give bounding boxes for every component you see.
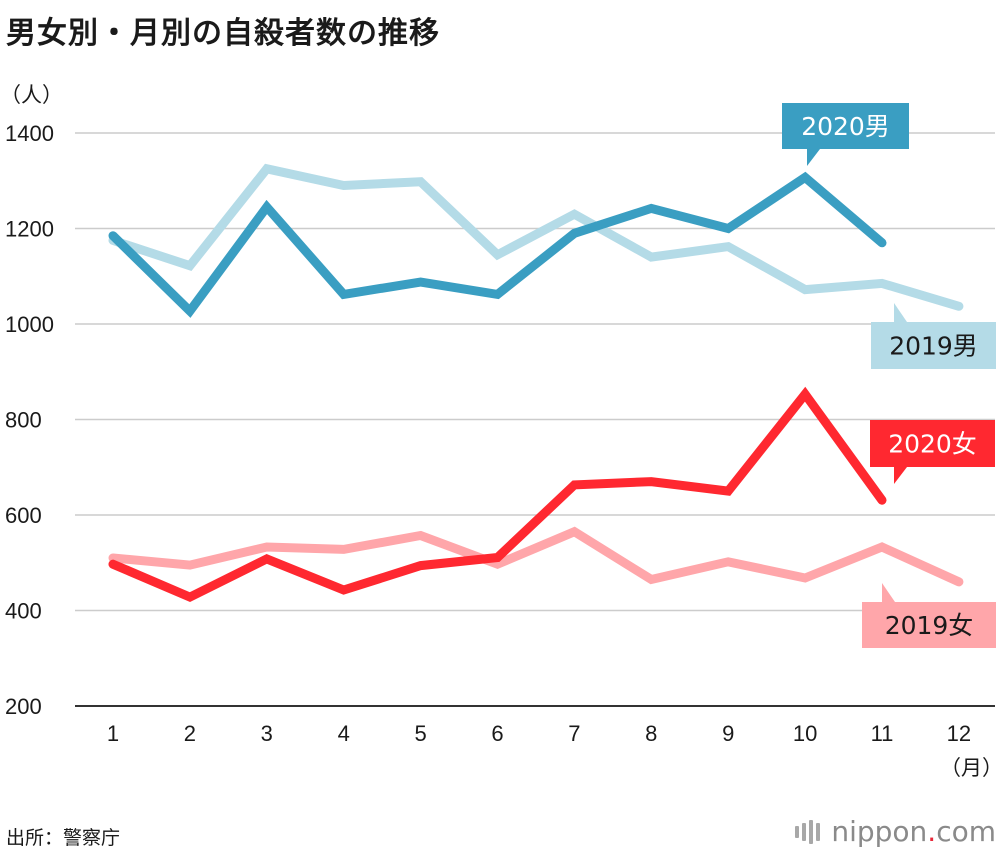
x-tick-label: 3: [261, 721, 273, 746]
y-tick-label: 1200: [5, 217, 54, 242]
chart-title: 男女別・月別の自殺者数の推移: [6, 16, 440, 51]
legend-callout-2019女: 2019女: [862, 583, 996, 648]
y-tick-label: 800: [5, 408, 42, 433]
brand-bars-icon: [795, 819, 823, 844]
legend-label: 2020女: [888, 430, 977, 459]
brand-dot: .: [927, 815, 937, 848]
y-tick-label: 400: [5, 599, 42, 624]
brand-tld: com: [936, 815, 996, 848]
y-tick-label: 600: [5, 503, 42, 528]
legend-callout-box: [862, 602, 996, 648]
x-tick-label: 1: [107, 721, 119, 746]
legend-callout-pointer: [882, 583, 895, 602]
series-line-2019男: [108, 163, 964, 311]
legend-callout-2020男: 2020男: [782, 103, 909, 166]
x-unit-label: （月）: [940, 756, 1000, 780]
y-tick-label: 1400: [5, 121, 54, 146]
legend-callout-box: [782, 103, 909, 149]
y-tick-labels: 200 400 600 800 1000 1200 1400: [5, 121, 54, 719]
legend-callout-pointer: [894, 467, 907, 484]
x-tick-label: 5: [414, 721, 426, 746]
legend-label: 2020男: [801, 112, 890, 141]
legend-callout-pointer: [807, 149, 820, 166]
series-line-2020男: [108, 171, 887, 318]
legend-callout-box: [871, 322, 996, 369]
legend-label: 2019女: [885, 611, 974, 640]
y-unit-label: （人）: [0, 83, 63, 107]
x-tick-label: 11: [871, 721, 894, 746]
x-tick-label: 6: [491, 721, 503, 746]
legend-callout-2020女: 2020女: [870, 420, 995, 484]
x-tick-label: 7: [568, 721, 580, 746]
x-tick-labels: 1 2 3 4 5 6 7 8 9 10 11 12: [107, 721, 971, 746]
y-tick-label: 200: [5, 694, 42, 719]
source-label: 出所：警察庁: [6, 827, 121, 849]
x-tick-label: 4: [338, 721, 350, 746]
legend-callout-2019男: 2019男: [871, 303, 996, 369]
x-tick-label: 10: [793, 721, 817, 746]
brand-logo: nippon. com: [795, 815, 996, 848]
y-tick-label: 1000: [5, 312, 54, 337]
legend-label: 2019男: [889, 332, 978, 361]
callout-layer: 2020男 2019男 2020女 2019女: [782, 103, 996, 648]
x-tick-label: 8: [645, 721, 657, 746]
legend-callout-pointer: [894, 303, 907, 322]
x-tick-label: 9: [722, 721, 734, 746]
x-tick-label: 12: [947, 721, 971, 746]
series-line-2019女: [108, 526, 964, 587]
series-layer: [108, 163, 964, 603]
brand-name: nippon: [831, 815, 928, 848]
legend-callout-box: [870, 420, 995, 467]
x-tick-label: 2: [184, 721, 196, 746]
